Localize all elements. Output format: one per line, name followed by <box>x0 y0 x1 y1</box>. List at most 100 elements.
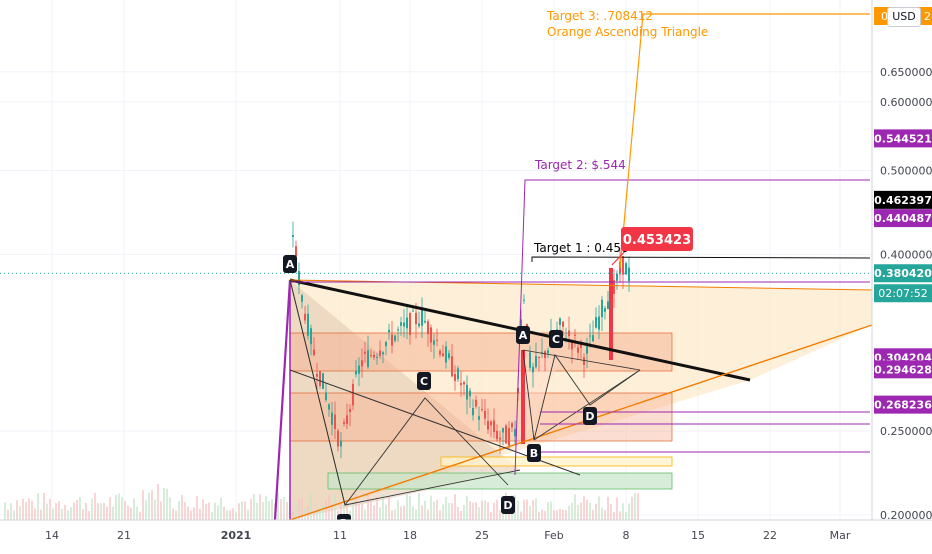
target-1-line <box>531 256 871 262</box>
pattern-line <box>522 349 641 371</box>
volume-bar <box>40 509 42 520</box>
volume-bar <box>418 492 420 520</box>
pattern-point-label: C <box>552 333 560 346</box>
volume-bar <box>256 502 258 520</box>
candle-body <box>328 404 330 410</box>
candle-body <box>619 261 621 275</box>
price-tag-label: 0.544521 <box>874 132 932 145</box>
volume-bar <box>262 502 264 520</box>
drawings <box>289 280 872 520</box>
volume-bar <box>133 498 135 520</box>
volume-bar <box>115 494 117 520</box>
pattern-point-label: D <box>585 410 594 423</box>
volume-bar <box>160 501 162 520</box>
volume-bar <box>427 509 429 520</box>
candle-body <box>334 414 336 429</box>
volume-bar <box>331 505 333 520</box>
candle-body <box>406 317 408 329</box>
volume-bar <box>73 502 75 520</box>
candle-body <box>601 299 603 318</box>
volume-bar <box>595 503 597 520</box>
pattern-point-marker <box>501 496 515 514</box>
volume-bar <box>124 500 126 520</box>
candle-body <box>568 330 570 337</box>
volume-bar <box>259 494 261 520</box>
volume-bar <box>301 498 303 520</box>
candle-body <box>508 428 510 446</box>
candle-body <box>343 422 345 424</box>
volume-bar <box>373 505 375 520</box>
volume-bar <box>553 510 555 520</box>
pattern-point-marker <box>583 407 597 425</box>
pattern-line <box>273 279 292 521</box>
candle-body <box>358 365 360 374</box>
volume-bar <box>466 495 468 520</box>
volume-bar <box>181 495 183 520</box>
volume-bar <box>55 503 57 520</box>
volume-bar <box>517 500 519 520</box>
volume-bar <box>592 509 594 520</box>
time-tick-label: Feb <box>544 529 563 542</box>
target-3-price-tag-label: 2 <box>924 10 931 23</box>
price-axis[interactable]: 0.650000 0.600000 0.500000 0.400000 0.250000… <box>871 0 932 522</box>
volume-bar <box>226 510 228 520</box>
candle-body <box>592 335 594 342</box>
candle-body <box>346 415 348 424</box>
pattern-name-label: Orange Ascending Triangle <box>547 25 708 39</box>
time-axis[interactable]: 14 21 2021 11 18 25 Feb 8 15 22 Mar <box>0 519 932 550</box>
pattern-line <box>533 369 641 441</box>
volume-bar <box>421 505 423 520</box>
volume-bar <box>571 502 573 520</box>
volume-bar <box>508 508 510 520</box>
pattern-point-marker <box>417 372 431 390</box>
volume-bar <box>469 501 471 520</box>
candle-body <box>487 420 489 430</box>
volume-bar <box>46 503 48 520</box>
price-callout <box>621 227 693 251</box>
volume-bar <box>316 508 318 520</box>
volume-bar <box>304 507 306 520</box>
volume-bar <box>28 498 30 520</box>
candle-body <box>325 392 327 401</box>
candle-body <box>421 309 423 326</box>
volume-bar <box>88 511 90 520</box>
target-2-label: Target 2: $.544 <box>534 158 626 172</box>
price-tag <box>874 264 932 283</box>
price-tick-label: 0.400000 <box>880 248 932 261</box>
volume-bar <box>451 503 453 520</box>
volume-bar <box>169 497 171 520</box>
pattern-point-label: B <box>530 447 538 460</box>
candle-body <box>436 339 438 341</box>
volume-bar <box>526 499 528 520</box>
volume-bar <box>106 506 108 520</box>
volume-bar <box>424 500 426 520</box>
pattern-point-marker <box>283 255 297 273</box>
volume-bar <box>463 505 465 520</box>
volume-bar <box>532 500 534 520</box>
volume-bar <box>250 498 252 520</box>
currency-button[interactable]: USD <box>887 7 921 27</box>
candle-body <box>469 390 471 397</box>
price-tag-label: 0.462397 <box>874 194 932 207</box>
candle-body <box>571 341 573 350</box>
candle-body <box>577 347 579 353</box>
time-tick-label: 25 <box>475 529 489 542</box>
volume-bar <box>64 504 66 520</box>
volume-bar <box>433 501 435 520</box>
time-tick-label: 15 <box>691 529 705 542</box>
volume-bar <box>499 510 501 520</box>
volume-bar <box>4 502 6 520</box>
volume-bar <box>184 502 186 520</box>
volume-bar <box>136 506 138 520</box>
candle-body <box>460 382 462 386</box>
volume-bar <box>238 503 240 520</box>
volume-bar <box>280 498 282 520</box>
volume-bar <box>322 505 324 520</box>
volume-bar <box>163 487 165 520</box>
price-tag <box>874 190 932 209</box>
price-tick-label: 0.650000 <box>880 66 932 79</box>
price-tick-label: 0.500000 <box>880 164 932 177</box>
candle-body <box>430 327 432 343</box>
